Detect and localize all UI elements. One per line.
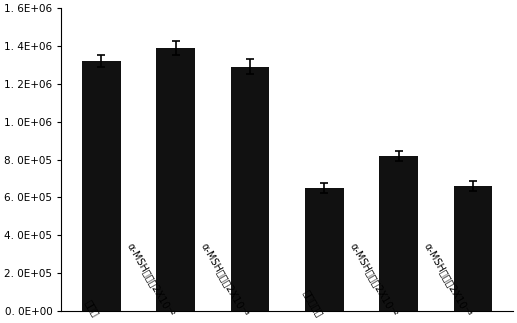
Bar (82, 61, 120, 311)
Bar (231, 67, 269, 311)
Bar (305, 188, 344, 311)
Bar (453, 186, 492, 311)
Bar (379, 156, 418, 311)
Bar (156, 48, 195, 311)
